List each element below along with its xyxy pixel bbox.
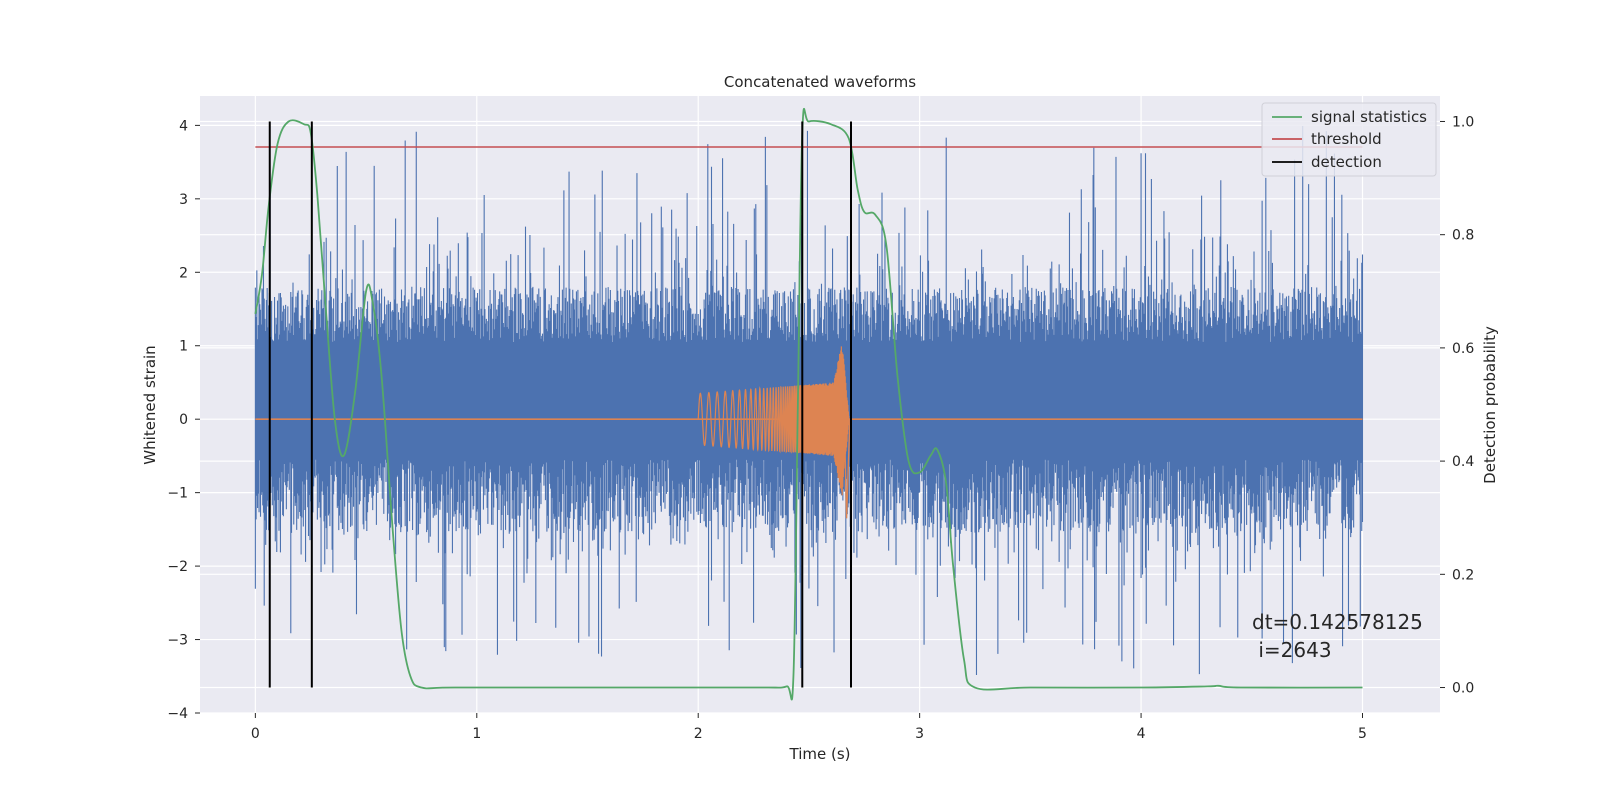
- x-tick-label: 2: [694, 726, 703, 742]
- signal-statistics-line: [254, 107, 1363, 701]
- x-tick-label: 1: [472, 726, 481, 742]
- y-axis-right-ticks: 0.0 0.2 0.4 0.6 0.8 1.0: [1440, 114, 1474, 697]
- y-right-tick-label: 0.0: [1452, 681, 1474, 697]
- y-left-tick-label: 3: [179, 192, 188, 208]
- signal-statistics-series: [254, 107, 1363, 701]
- legend-label-threshold: threshold: [1311, 130, 1382, 148]
- x-axis-label: Time (s): [789, 745, 851, 763]
- chart-title: Concatenated waveforms: [724, 73, 916, 91]
- y-left-tick-label: −4: [167, 706, 188, 722]
- y-axis-left-ticks: −4 −3 −2 −1 0 1 2 3 4: [167, 118, 200, 722]
- y-left-tick-label: 2: [179, 265, 188, 281]
- y-left-tick-label: 4: [179, 118, 188, 134]
- annotation-i: i=2643: [1252, 638, 1332, 662]
- waveform-merger-tail: [843, 419, 851, 519]
- y-left-tick-label: 0: [179, 412, 188, 428]
- waveform-series: [255, 346, 1363, 519]
- x-tick-label: 5: [1358, 726, 1367, 742]
- y-left-tick-label: −1: [167, 486, 188, 502]
- x-axis-ticks: 0 1 2 3 4 5: [251, 713, 1367, 742]
- legend: signal statistics threshold detection: [1261, 102, 1437, 177]
- noise-trace: [254, 126, 1364, 675]
- x-tick-label: 3: [915, 726, 924, 742]
- y-left-tick-label: −2: [167, 559, 188, 575]
- y-axis-right-label: Detection probability: [1481, 326, 1499, 484]
- detection-lines: [268, 121, 852, 688]
- annotation: dt=0.142578125 i=2643: [1252, 610, 1423, 662]
- y-axis-left-label: Whitened strain: [141, 345, 159, 464]
- legend-label-signal-statistics: signal statistics: [1311, 108, 1427, 126]
- waveform-trace: [697, 346, 850, 496]
- y-right-tick-label: 0.8: [1452, 228, 1474, 244]
- y-left-tick-label: −3: [167, 633, 188, 649]
- x-tick-label: 0: [251, 726, 260, 742]
- y-right-tick-label: 0.6: [1452, 341, 1474, 357]
- x-tick-label: 4: [1137, 726, 1146, 742]
- y-left-tick-label: 1: [179, 339, 188, 355]
- legend-label-detection: detection: [1311, 153, 1382, 171]
- y-right-tick-label: 0.2: [1452, 567, 1474, 583]
- annotation-dt: dt=0.142578125: [1252, 610, 1423, 634]
- y-right-tick-label: 0.4: [1452, 454, 1474, 470]
- legend-box: [1261, 102, 1437, 177]
- y-right-tick-label: 1.0: [1452, 114, 1474, 130]
